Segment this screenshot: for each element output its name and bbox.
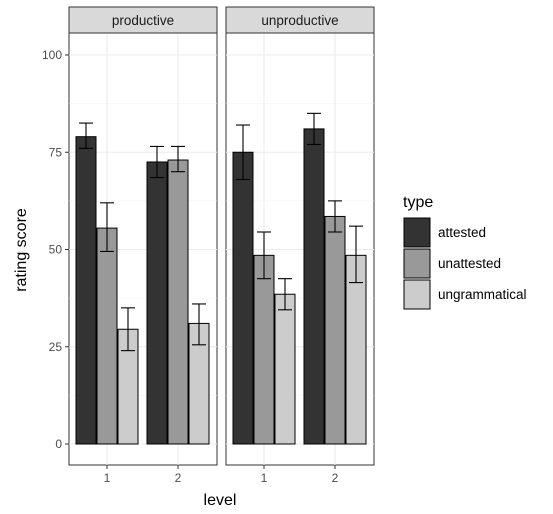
- y-tick-label: 25: [49, 340, 63, 354]
- y-axis: 0 25 50 75 100: [42, 48, 69, 451]
- x-axis: 1 2 1 2: [104, 465, 339, 485]
- error-bar-attested-productive-1: [79, 122, 93, 149]
- error-bar-unattested-unproductive-2: [328, 200, 342, 233]
- bar-unattested-productive-1: [96, 227, 118, 445]
- bar-attested-unproductive-1: [232, 151, 254, 445]
- error-bar-ungrammatical-unproductive-1: [278, 278, 292, 311]
- legend-title: type: [403, 194, 433, 211]
- bar-unattested-unproductive-2: [324, 215, 346, 445]
- error-bar-ungrammatical-unproductive-2: [349, 225, 363, 284]
- error-bar-ungrammatical-productive-2: [192, 303, 206, 346]
- error-bar-attested-unproductive-1: [236, 124, 250, 181]
- facet-panels: productive unproductive: [68, 6, 375, 466]
- x-tick-label: 1: [104, 471, 111, 485]
- bar-ungrammatical-unproductive-1: [274, 293, 296, 445]
- x-axis-title: level: [204, 492, 237, 509]
- y-axis-title: rating score: [13, 208, 30, 292]
- error-bar-attested-productive-2: [150, 145, 164, 179]
- strip-label-unproductive: unproductive: [261, 13, 338, 28]
- y-tick-label: 0: [55, 437, 62, 451]
- x-tick-label: 2: [175, 471, 182, 485]
- error-bar-unattested-productive-2: [171, 145, 185, 173]
- error-bar-ungrammatical-productive-1: [121, 307, 135, 352]
- legend-key-attested: [403, 217, 431, 248]
- bar-attested-productive-2: [146, 161, 168, 445]
- legend-label-ungrammatical: ungrammatical: [438, 287, 527, 302]
- y-tick-label: 50: [49, 243, 63, 257]
- bar-ungrammatical-unproductive-2: [345, 254, 367, 445]
- error-bar-unattested-unproductive-1: [257, 231, 271, 280]
- x-tick-label: 2: [332, 471, 339, 485]
- strip-background: [68, 6, 218, 34]
- legend: type attested unattested ungrammatical: [403, 194, 527, 310]
- bar-unattested-productive-2: [167, 159, 189, 445]
- y-tick-label: 75: [49, 145, 63, 159]
- y-tick-label: 100: [42, 48, 62, 62]
- error-bar-attested-unproductive-2: [307, 112, 321, 146]
- legend-label-attested: attested: [438, 225, 486, 240]
- error-bar-unattested-productive-1: [100, 202, 114, 252]
- facet-panel-productive: productive: [68, 6, 218, 466]
- legend-key-unattested: [403, 248, 431, 279]
- strip-label-productive: productive: [112, 13, 174, 28]
- x-tick-label: 1: [261, 471, 268, 485]
- legend-label-unattested: unattested: [438, 256, 501, 271]
- bar-attested-productive-1: [75, 136, 97, 445]
- bar-attested-unproductive-2: [303, 128, 325, 445]
- strip-background: [225, 6, 375, 34]
- legend-key-ungrammatical: [403, 279, 431, 310]
- facet-panel-unproductive: unproductive: [225, 6, 375, 466]
- bar-unattested-unproductive-1: [253, 254, 275, 445]
